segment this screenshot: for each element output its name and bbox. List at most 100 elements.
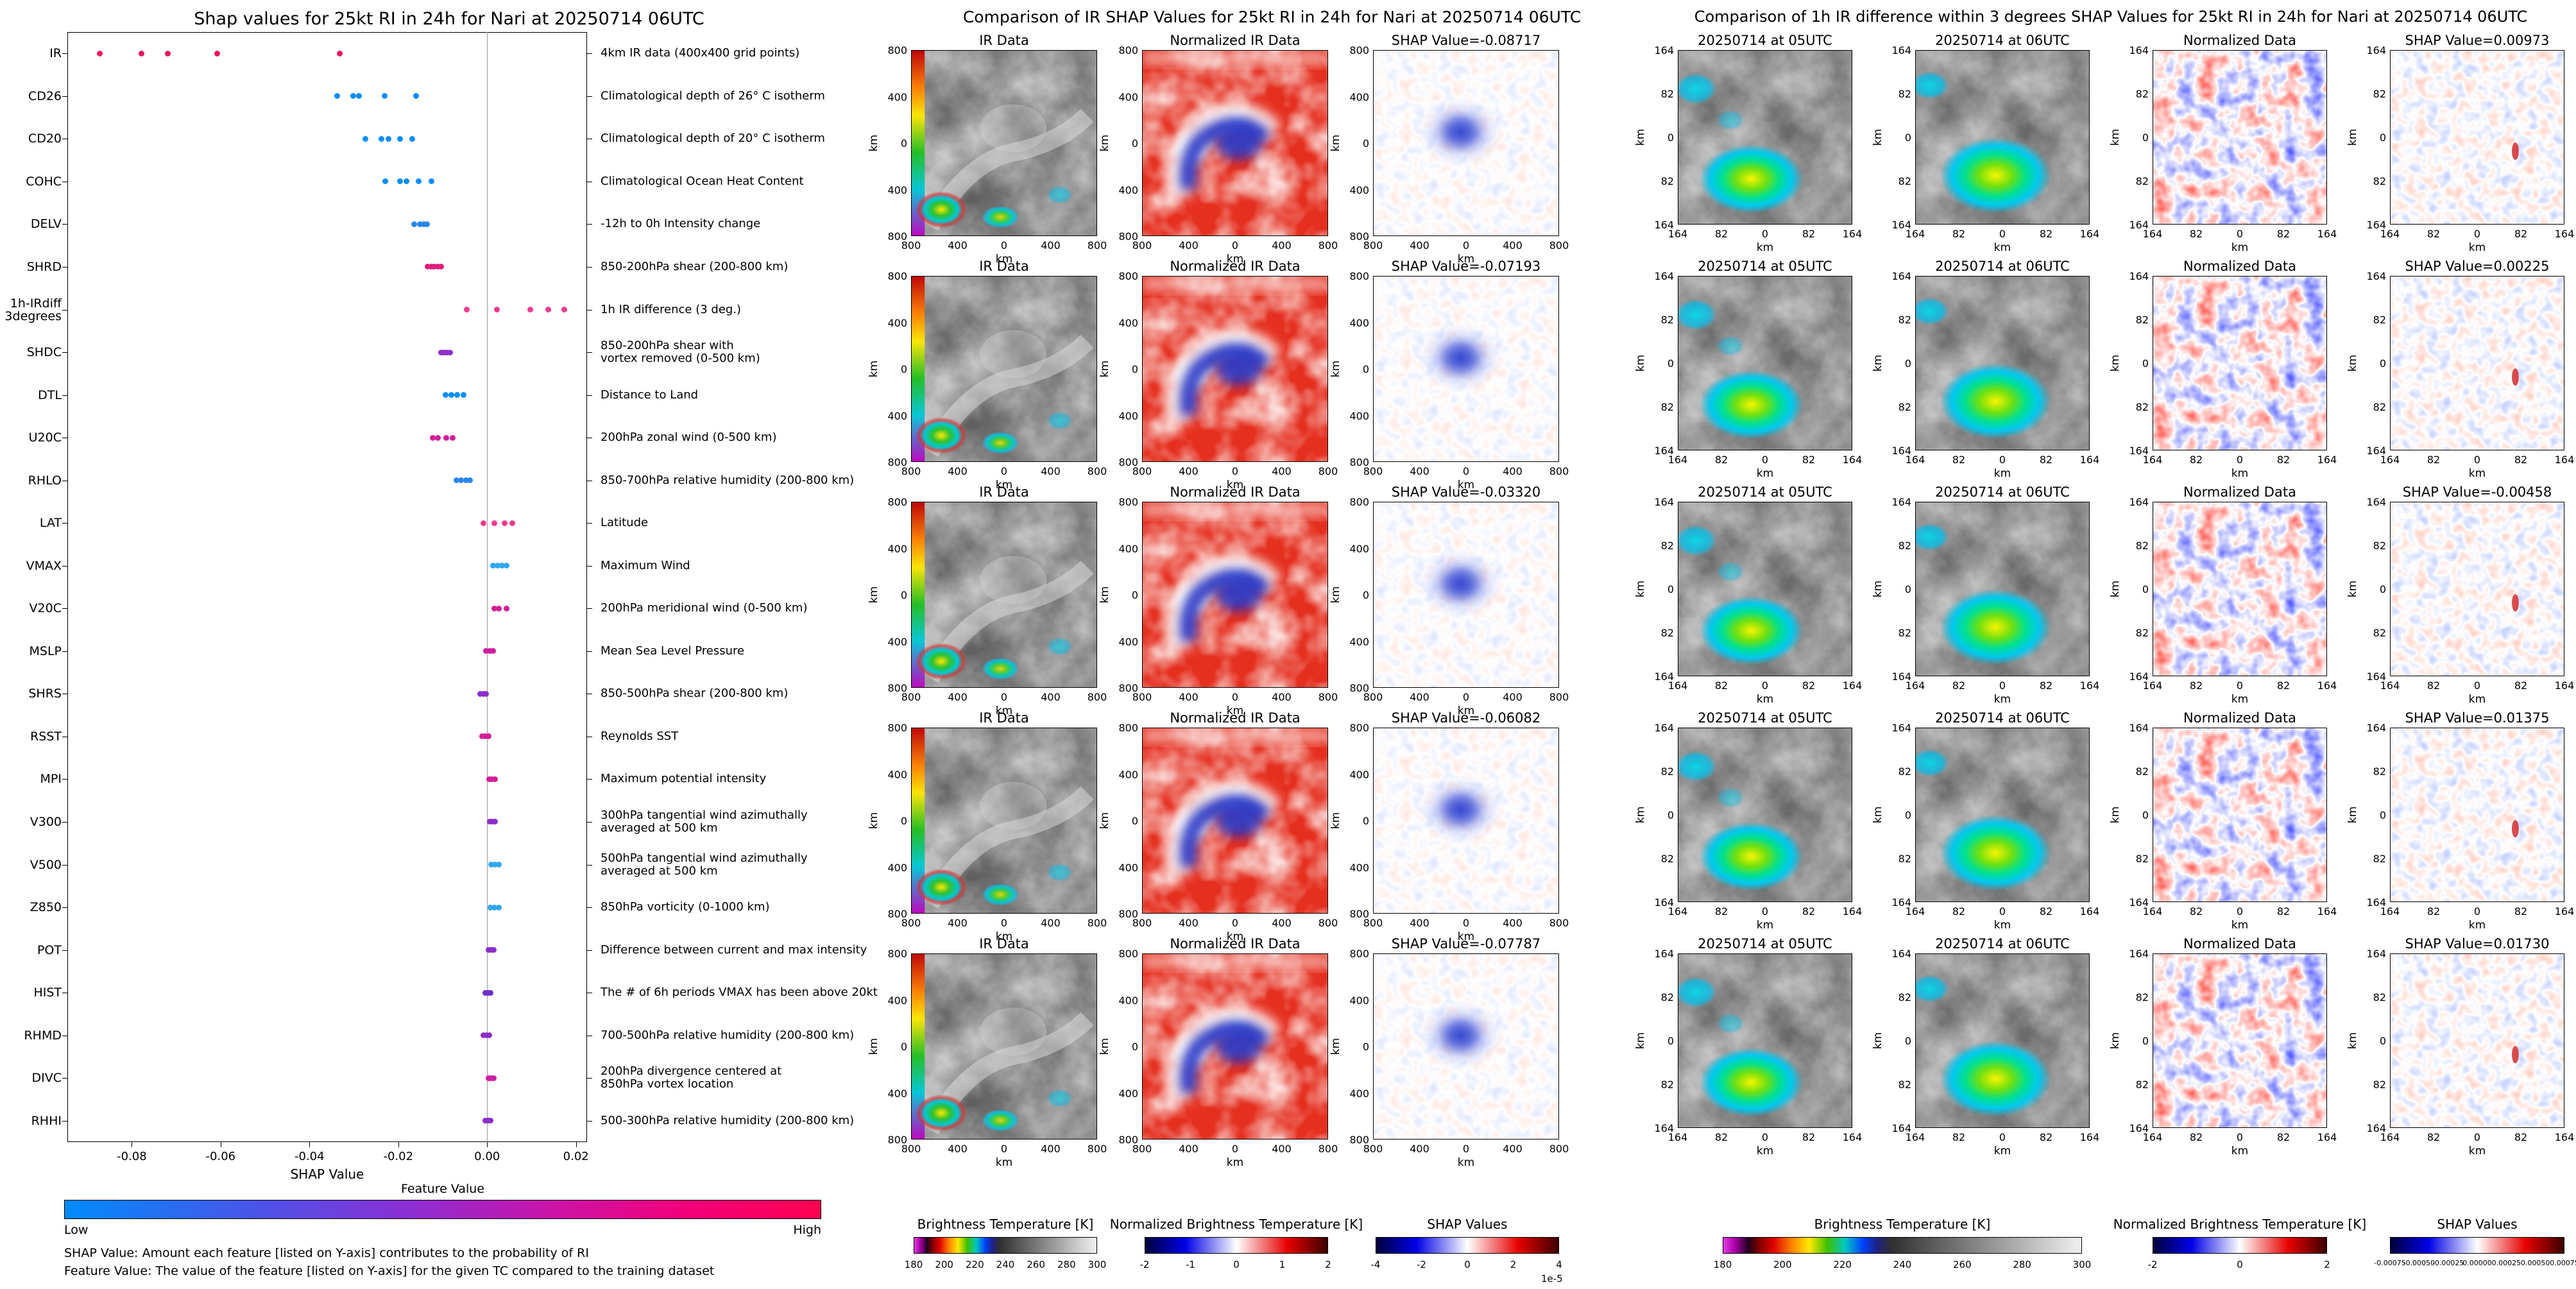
subplot-title: Normalized IR Data	[1170, 710, 1301, 726]
feature-description: Reynolds SST	[601, 729, 679, 743]
colorbar-tick: 0.00075	[2550, 1259, 2576, 1267]
x-tick-label: 164	[2142, 679, 2163, 692]
subplot-ir-r1: IR Data 800 400 0 400 800 800 400 0 400 800 km km	[867, 33, 1107, 266]
shap-point	[504, 605, 510, 611]
shap-point	[420, 221, 427, 227]
x-tick-label: 0	[1231, 691, 1239, 703]
colorbar-tick: 2	[1325, 1259, 1331, 1270]
y-tick-label: 82	[2373, 88, 2386, 100]
y-axis-label: km	[1872, 580, 1884, 598]
x-axis-label: km	[1756, 693, 1774, 706]
feature-description: Maximum Wind	[601, 558, 690, 572]
y-tick-label: 0	[2379, 809, 2386, 821]
x-tick-label: 164	[1905, 228, 1925, 240]
shapright-image	[2390, 50, 2564, 225]
x-tick-label: 0	[2473, 679, 2481, 692]
subplot-shapmid-r4: SHAP Value=-0.06082 800 400 0 400 800 800 400 0 4…	[1329, 710, 1569, 943]
y-tick-label: 164	[1891, 670, 1911, 683]
y-tick-label: 800	[1118, 908, 1138, 920]
feature-description: 500-300hPa relative humidity (200-800 km…	[601, 1113, 855, 1127]
shap-point	[502, 520, 508, 526]
x-tick-label: 0	[1462, 465, 1470, 477]
x-tick-label: 0	[1999, 454, 2006, 466]
x-axis-label: km	[2468, 919, 2486, 932]
shap-point	[457, 477, 464, 484]
shap-point	[495, 862, 502, 867]
x-tick-label: 800	[1087, 917, 1107, 929]
y-tick-label: 800	[887, 1134, 907, 1146]
beeswarm-canvas: IR 4km IR data (400x400 grid points) CD26 C…	[0, 0, 898, 1289]
x-axis-label: km	[1993, 919, 2011, 932]
x-tick-label: 164	[1905, 679, 1925, 692]
right-tick-mark	[587, 309, 592, 311]
x-tick-mark	[487, 1142, 488, 1147]
zero-reference-line	[487, 32, 488, 1142]
y-tick-label: 800	[887, 908, 907, 920]
x-tick-label: 164	[1668, 905, 1688, 918]
y-tick-label: 82	[1898, 991, 1911, 1003]
y-axis-label: km	[1872, 806, 1884, 824]
y-tick-mark	[62, 950, 67, 951]
x-tick-label: 0.00	[474, 1150, 500, 1163]
y-tick-label: 82	[1660, 88, 1674, 100]
x-tick-label: 400	[1503, 691, 1523, 703]
x-tick-mark	[398, 1142, 399, 1147]
x-tick-label: 164	[1905, 454, 1925, 466]
y-axis-label: km	[2346, 580, 2359, 598]
x-tick-label: 164	[2079, 1131, 2100, 1143]
x-tick-label: 0	[1462, 691, 1470, 703]
x-tick-label: 82	[2427, 454, 2441, 466]
feature-value-colorbar-title: Feature Value	[400, 1182, 484, 1196]
colorbar-tick: 0	[1233, 1259, 1240, 1270]
x-tick-label: 400	[948, 691, 968, 703]
y-tick-label: 0	[1667, 1035, 1674, 1047]
y-tick-label: 164	[2129, 1122, 2149, 1134]
x-tick-label: 400	[1272, 1143, 1292, 1155]
y-tick-label: 164	[2129, 948, 2149, 960]
feature-description: 500hPa tangential wind azimuthally avera…	[601, 851, 808, 878]
x-axis-label: km	[1993, 693, 2011, 706]
y-tick-label: 164	[2366, 1122, 2386, 1134]
feature-description: 1h IR difference (3 deg.)	[601, 302, 742, 316]
x-tick-label: 0	[1999, 1131, 2006, 1143]
x-axis-label: km	[2231, 241, 2249, 254]
y-tick-label: 164	[2129, 896, 2149, 909]
y-axis-label: km	[1872, 128, 1884, 146]
x-tick-label: 800	[1549, 465, 1569, 477]
feature-label: DELV	[30, 217, 62, 232]
x-axis-label: km	[2468, 693, 2486, 706]
y-axis-label: km	[2109, 1032, 2122, 1050]
y-tick-label: 0	[2142, 809, 2149, 821]
y-tick-label: 800	[1349, 908, 1369, 920]
x-tick-label: 800	[1549, 1143, 1569, 1155]
feature-description: Climatological depth of 20° C isotherm	[601, 132, 825, 146]
y-axis-label: km	[2346, 1032, 2359, 1050]
x-tick-label: 82	[2039, 454, 2053, 466]
y-tick-label: 164	[1654, 496, 1674, 508]
x-tick-label: 800	[1363, 1143, 1383, 1155]
shap-point	[490, 563, 497, 569]
y-tick-label: 164	[1654, 722, 1674, 734]
y-tick-label: 0	[1904, 1035, 1911, 1047]
irdiff-grid: 20250714 at 05UTC 164 82 0 82 164 164 82 0 82 164 k…	[1634, 0, 2576, 1289]
y-tick-mark	[62, 821, 67, 823]
colorbar-tick: -1	[1186, 1259, 1195, 1270]
y-tick-label: 82	[1898, 627, 1911, 639]
y-tick-label: 0	[2142, 357, 2149, 370]
colorbar-tick: -2	[2147, 1259, 2158, 1270]
shap-point	[416, 221, 423, 227]
subplot-ir-r2: IR Data 800 400 0 400 800 800 400 0 400 800 km km	[867, 259, 1107, 491]
feature-label: CD26	[28, 89, 62, 103]
subplot-title: Normalized Data	[2183, 936, 2296, 952]
y-tick-label: 82	[1660, 175, 1674, 187]
x-axis-label: km	[1457, 479, 1475, 491]
y-tick-label: 164	[2366, 219, 2386, 231]
ir-grid-title: Comparison of IR SHAP Values for 25kt RI…	[962, 8, 1582, 26]
colorbar-seismic	[1145, 1237, 1328, 1254]
subplot-t06-r1: 20250714 at 06UTC 164 82 0 82 164 164 82 0 82 164 k…	[1872, 33, 2099, 254]
y-tick-label: 400	[887, 316, 907, 329]
y-axis-label: km	[867, 360, 880, 378]
y-tick-label: 82	[2135, 88, 2149, 100]
shap-point	[454, 392, 461, 398]
y-tick-label: 0	[2379, 583, 2386, 595]
